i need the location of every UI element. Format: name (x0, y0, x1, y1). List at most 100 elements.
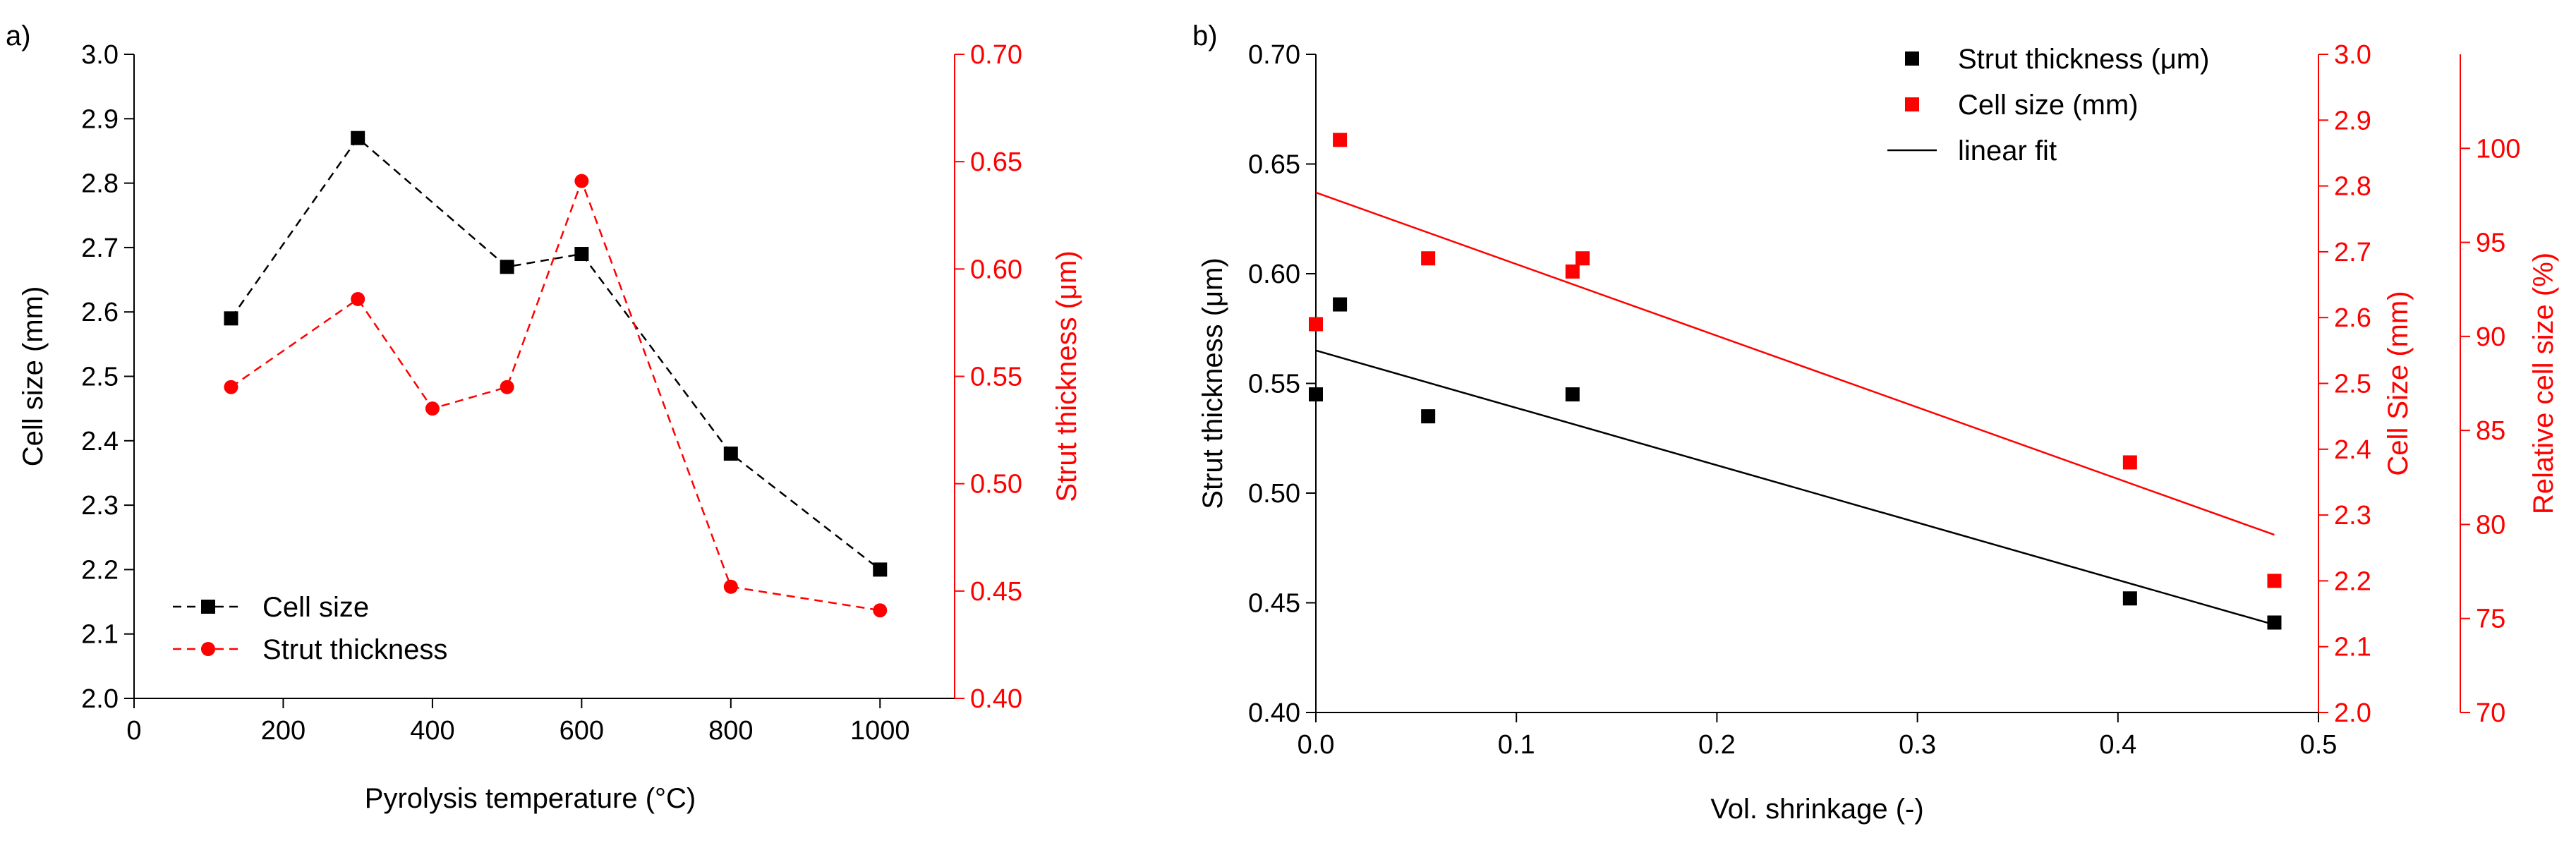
a-cell-size-point (873, 562, 888, 577)
b-legend-label-1: Cell size (mm) (1958, 90, 2139, 121)
b-right-y-tick-label: 2.1 (2334, 633, 2371, 662)
b-cell-size-point (2122, 455, 2137, 470)
a-left-y-tick-label: 2.2 (81, 555, 119, 585)
a-cell-size-point (351, 131, 365, 145)
b-cell-size-point (1421, 251, 1436, 266)
a-legend-strut-thickness-label: Strut thickness (262, 634, 447, 665)
b-right2-y-tick-label: 75 (2476, 605, 2505, 634)
b-left-y-tick-label: 0.55 (1248, 370, 1300, 399)
b-left-y-tick-label: 0.45 (1248, 589, 1300, 619)
b-right2-y-tick-label: 80 (2476, 510, 2505, 540)
a-right-y-tick-label: 0.65 (970, 147, 1022, 177)
a-strut-thickness-point (574, 174, 589, 188)
a-cell-size-point (224, 311, 238, 326)
b-legend-cell-marker (1905, 97, 1919, 111)
a-right-y-tick-label: 0.55 (970, 363, 1022, 392)
a-right-y-tick-label: 0.60 (970, 255, 1022, 284)
a-legend-cell-size-marker (201, 600, 215, 614)
a-left-y-tick-label: 2.5 (81, 363, 119, 392)
a-x-tick-label: 0 (126, 716, 141, 746)
b-right2-y-tick-label: 100 (2476, 134, 2520, 164)
b-right-y-axis-title: Cell Size (mm) (2383, 291, 2414, 475)
a-left-y-tick-label: 2.6 (81, 298, 119, 327)
a-cell-size-point (574, 247, 589, 262)
b-x-tick-label: 0.2 (1698, 730, 1736, 760)
b-right-y-tick-label: 3.0 (2334, 40, 2371, 70)
b-cell-size-point (1575, 251, 1590, 266)
a-x-tick-label: 1000 (850, 716, 910, 746)
b-x-tick-label: 0.3 (1899, 730, 1936, 760)
b-left-y-tick-label: 0.65 (1248, 150, 1300, 180)
b-right-y-tick-label: 2.3 (2334, 501, 2371, 530)
b-right2-y-tick-label: 85 (2476, 416, 2505, 446)
a-cell-size-point (500, 260, 514, 274)
a-strut-thickness-point (351, 291, 365, 306)
panel-a-label: a) (6, 20, 31, 51)
b-linear-fit-strut-line (1315, 349, 2275, 626)
a-right-y-tick-label: 0.40 (970, 684, 1022, 714)
b-strut-thickness-point (2267, 615, 2282, 630)
a-right-y-axis-title: Strut thickness (μm) (1051, 250, 1082, 502)
a-left-y-tick-label: 2.8 (81, 169, 119, 199)
b-left-y-tick-label: 0.50 (1248, 479, 1300, 509)
a-strut-thickness-line (230, 178, 881, 612)
b-right2-y-tick-label: 70 (2476, 698, 2505, 728)
b-right-y-tick-label: 2.6 (2334, 303, 2371, 333)
b-left-y-tick-label: 0.60 (1248, 260, 1300, 289)
b-linear-fit-cell-line (1315, 191, 2275, 536)
b-legend-strut-marker (1905, 51, 1919, 66)
b-strut-thickness-point (1333, 297, 1348, 312)
a-right-y-tick-label: 0.45 (970, 577, 1022, 607)
b-x-tick-label: 0.1 (1498, 730, 1535, 760)
a-strut-thickness-point (224, 380, 238, 394)
b-strut-thickness-point (1309, 387, 1323, 402)
a-x-tick-label: 400 (410, 716, 454, 746)
b-x-tick-label: 0.5 (2300, 730, 2338, 760)
b-left-y-tick-label: 0.70 (1248, 40, 1300, 70)
b-right-y-tick-label: 2.8 (2334, 172, 2371, 202)
b-right-y-tick-label: 2.5 (2334, 370, 2371, 399)
b-left-y-tick-label: 0.40 (1248, 698, 1300, 728)
a-x-tick-label: 600 (560, 716, 604, 746)
a-right-y-tick-label: 0.70 (970, 40, 1022, 70)
a-left-y-tick-label: 2.9 (81, 104, 119, 134)
b-right-y-tick-label: 2.4 (2334, 435, 2371, 465)
b-right2-y-tick-label: 95 (2476, 229, 2505, 258)
b-left-y-axis-title: Strut thickness (μm) (1197, 257, 1228, 509)
a-left-y-tick-label: 2.3 (81, 491, 119, 521)
b-strut-thickness-point (1421, 409, 1436, 424)
b-legend-label-2: linear fit (1958, 135, 2057, 166)
a-x-axis-title: Pyrolysis temperature (°C) (365, 783, 696, 814)
a-strut-thickness-point (873, 603, 888, 618)
a-x-tick-label: 800 (708, 716, 753, 746)
b-legend-label-0: Strut thickness (μm) (1958, 44, 2209, 75)
b-x-axis-title: Vol. shrinkage (-) (1710, 794, 1923, 825)
b-right2-y-axis-title: Relative cell size (%) (2528, 253, 2559, 514)
a-strut-thickness-point (500, 380, 514, 394)
b-right-y-tick-label: 2.0 (2334, 698, 2371, 728)
b-cell-size-point (1565, 264, 1580, 279)
a-right-y-tick-label: 0.50 (970, 470, 1022, 499)
a-legend-cell-size-label: Cell size (262, 592, 369, 623)
a-left-y-axis-title: Cell size (mm) (18, 286, 49, 467)
b-right-y-tick-label: 2.2 (2334, 566, 2371, 596)
a-strut-thickness-point (425, 401, 440, 416)
a-left-y-tick-label: 2.1 (81, 620, 119, 650)
b-cell-size-point (1309, 317, 1323, 332)
b-strut-thickness-point (1565, 387, 1580, 402)
b-right-y-tick-label: 2.7 (2334, 238, 2371, 267)
b-cell-size-point (2267, 574, 2282, 588)
a-left-y-tick-label: 3.0 (81, 40, 119, 70)
a-left-y-tick-label: 2.7 (81, 234, 119, 263)
b-right-y-tick-label: 2.9 (2334, 106, 2371, 135)
a-cell-size-point (723, 447, 738, 461)
a-left-y-tick-label: 2.0 (81, 684, 119, 714)
b-strut-thickness-point (2122, 591, 2137, 606)
b-x-tick-label: 0.4 (2099, 730, 2136, 760)
a-legend-strut-thickness-marker (201, 642, 215, 656)
a-x-tick-label: 200 (261, 716, 306, 746)
b-x-tick-label: 0.0 (1298, 730, 1335, 760)
a-left-y-tick-label: 2.4 (81, 427, 119, 456)
